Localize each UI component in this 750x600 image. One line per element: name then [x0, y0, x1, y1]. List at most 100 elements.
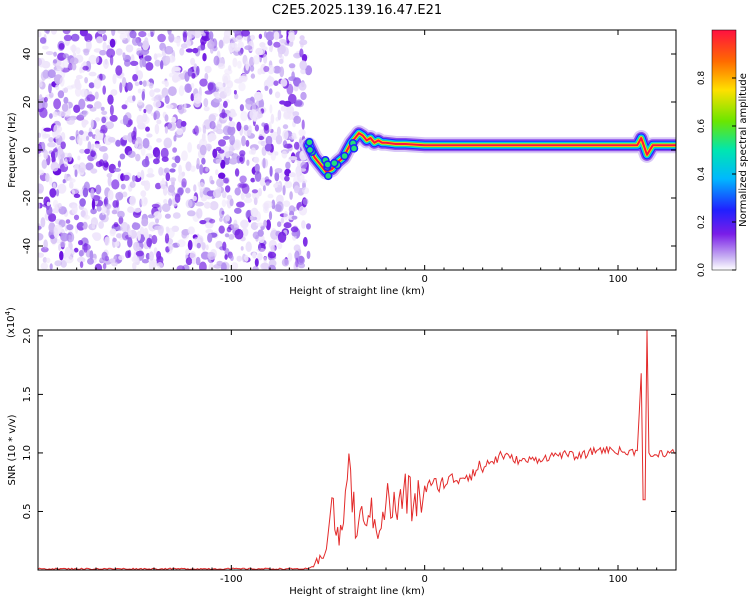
noise-blob	[144, 37, 149, 45]
noise-blob	[239, 150, 246, 157]
noise-blob	[231, 262, 239, 270]
noise-blob	[117, 160, 121, 168]
noise-blob	[97, 30, 106, 35]
noise-blob	[119, 82, 123, 93]
noise-blob	[195, 201, 204, 207]
noise-blob	[141, 91, 145, 101]
noise-blob	[290, 226, 299, 233]
noise-blob	[73, 214, 80, 221]
noise-blob	[253, 197, 258, 206]
noise-blob	[293, 185, 300, 194]
noise-blob	[164, 233, 170, 244]
noise-blob	[169, 177, 177, 183]
noise-blob	[228, 146, 234, 155]
noise-blob	[118, 216, 124, 225]
noise-blob	[207, 135, 213, 143]
noise-blob	[141, 218, 149, 227]
noise-blob	[301, 54, 308, 62]
noise-blob	[116, 233, 122, 239]
noise-blob	[133, 241, 140, 252]
noise-blob	[164, 95, 170, 104]
noise-blob	[137, 88, 142, 94]
noise-blob	[202, 124, 207, 135]
noise-blob	[118, 255, 125, 261]
noise-blob	[300, 91, 307, 101]
noise-blob	[253, 156, 260, 164]
noise-blob	[213, 97, 223, 103]
noise-blob	[100, 106, 105, 111]
noise-blob	[59, 250, 64, 261]
noise-blob	[203, 201, 211, 209]
noise-blob	[288, 205, 296, 214]
noise-blob	[155, 150, 161, 161]
noise-blob	[245, 192, 252, 199]
noise-blob	[135, 250, 144, 257]
noise-blob	[155, 53, 163, 58]
noise-blob	[57, 183, 67, 194]
noise-blob	[81, 119, 89, 126]
noise-blob	[125, 250, 131, 259]
noise-blob	[291, 215, 298, 220]
noise-blob	[262, 46, 268, 51]
noise-blob	[236, 201, 245, 208]
noise-blob	[259, 42, 266, 48]
noise-blob	[190, 57, 196, 66]
noise-blob	[160, 147, 169, 159]
noise-blob	[263, 256, 267, 265]
noise-blob	[168, 243, 174, 251]
noise-blob	[94, 134, 102, 141]
noise-blob	[257, 229, 264, 237]
noise-blob	[140, 196, 148, 207]
noise-blob	[131, 222, 141, 230]
noise-blob	[79, 30, 88, 37]
noise-blob	[129, 30, 137, 39]
noise-blob	[43, 96, 48, 103]
colorbar-tick-label: 0.0	[697, 263, 707, 278]
noise-blob	[155, 218, 159, 224]
noise-blob	[205, 229, 214, 234]
noise-blob	[280, 78, 288, 87]
noise-blob	[301, 179, 308, 184]
noise-blob	[298, 255, 304, 264]
noise-blob	[285, 161, 291, 170]
noise-blob	[202, 32, 206, 37]
noise-blob	[218, 39, 224, 49]
noise-blob	[250, 73, 256, 79]
noise-blob	[222, 125, 232, 136]
noise-blob	[241, 30, 250, 37]
noise-blob	[187, 226, 195, 235]
noise-blob	[286, 83, 294, 95]
noise-blob	[300, 161, 308, 170]
x-tick-label: 100	[608, 574, 627, 585]
noise-blob	[301, 220, 306, 229]
noise-blob	[291, 230, 298, 237]
noise-blob	[262, 185, 266, 192]
noise-blob	[216, 178, 224, 188]
noise-blob	[172, 147, 178, 153]
noise-blob	[275, 134, 283, 145]
noise-blob	[143, 227, 149, 238]
noise-blob	[49, 263, 53, 270]
noise-blob	[160, 60, 164, 70]
noise-blob	[240, 219, 249, 229]
noise-blob	[178, 187, 184, 196]
noise-blob	[45, 173, 50, 183]
noise-blob	[304, 65, 313, 76]
noise-blob	[215, 81, 224, 90]
noise-blob	[181, 150, 188, 161]
noise-blob	[222, 135, 230, 140]
noise-blob	[288, 156, 298, 161]
noise-blob	[282, 140, 288, 149]
noise-blob	[268, 88, 273, 95]
noise-blob	[282, 185, 286, 196]
noise-blob	[207, 82, 214, 91]
noise-blob	[112, 237, 117, 243]
noise-blob	[42, 133, 51, 138]
noise-blob	[225, 185, 231, 193]
noise-blob	[38, 225, 42, 230]
noise-blob	[41, 60, 51, 69]
noise-blob	[125, 44, 134, 53]
snr-ticks: -100 0 100 0.5 1.0 1.5 2.0	[22, 328, 677, 585]
noise-blob	[74, 169, 78, 178]
noise-blob	[48, 137, 54, 143]
